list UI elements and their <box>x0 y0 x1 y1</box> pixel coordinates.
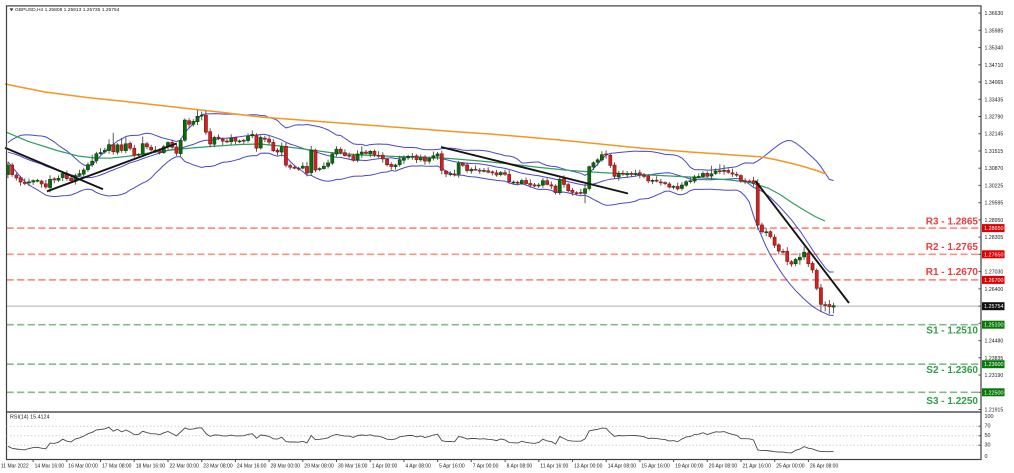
svg-text:30: 30 <box>985 443 991 449</box>
svg-text:25 Apr 00:00: 25 Apr 00:00 <box>776 464 805 470</box>
svg-text:1.25100: 1.25100 <box>984 323 1004 329</box>
svg-text:1.24480: 1.24480 <box>985 339 1004 345</box>
svg-text:1.35985: 1.35985 <box>985 28 1004 34</box>
svg-text:70: 70 <box>985 424 991 430</box>
svg-text:RSI(14) 15.4124: RSI(14) 15.4124 <box>10 415 50 421</box>
svg-text:30 Mar 16:00: 30 Mar 16:00 <box>338 464 368 470</box>
svg-text:R1 - 1.2670: R1 - 1.2670 <box>926 267 979 278</box>
svg-text:1.23835: 1.23835 <box>985 356 1004 362</box>
svg-text:26 Apr 08:00: 26 Apr 08:00 <box>810 464 839 470</box>
svg-text:1.25754: 1.25754 <box>984 304 1004 310</box>
svg-text:S1 - 1.2510: S1 - 1.2510 <box>926 326 978 337</box>
svg-text:S2 - 1.2360: S2 - 1.2360 <box>926 365 978 376</box>
svg-text:GBPUSD,H4 1.25808 1.25913 1.2: GBPUSD,H4 1.25808 1.25913 1.25735 1.2575… <box>15 7 120 13</box>
svg-text:S3 - 1.2250: S3 - 1.2250 <box>926 396 978 407</box>
svg-text:29 Mar 08:00: 29 Mar 08:00 <box>304 464 334 470</box>
svg-text:11 Apr 16:00: 11 Apr 16:00 <box>540 464 568 470</box>
svg-text:14 Mar 16:00: 14 Mar 16:00 <box>35 464 65 470</box>
svg-text:1.26700: 1.26700 <box>984 278 1004 284</box>
svg-text:1.34710: 1.34710 <box>985 63 1004 69</box>
svg-text:23 Mar 08:00: 23 Mar 08:00 <box>203 464 233 470</box>
svg-text:R3 - 1.2865: R3 - 1.2865 <box>926 216 979 227</box>
svg-text:1.33435: 1.33435 <box>985 97 1004 103</box>
svg-text:13 Apr 00:00: 13 Apr 00:00 <box>574 464 603 470</box>
svg-text:1.22500: 1.22500 <box>984 390 1004 396</box>
svg-text:1.30870: 1.30870 <box>985 166 1004 172</box>
svg-text:1.32145: 1.32145 <box>985 132 1004 138</box>
svg-text:20 Apr 08:00: 20 Apr 08:00 <box>709 464 738 470</box>
svg-text:8 Apr 08:00: 8 Apr 08:00 <box>507 464 533 470</box>
svg-text:18 Mar 16:00: 18 Mar 16:00 <box>136 464 166 470</box>
svg-text:1.21915: 1.21915 <box>985 408 1004 414</box>
svg-text:100: 100 <box>985 414 994 420</box>
svg-text:1.27650: 1.27650 <box>984 252 1004 258</box>
svg-text:11 Mar 2022: 11 Mar 2022 <box>1 464 29 470</box>
svg-text:17 Mar 08:00: 17 Mar 08:00 <box>102 464 132 470</box>
svg-text:1.28950: 1.28950 <box>985 218 1004 224</box>
svg-text:1.28305: 1.28305 <box>985 235 1004 241</box>
svg-text:50: 50 <box>985 433 991 439</box>
svg-text:7 Apr 00:00: 7 Apr 00:00 <box>473 464 499 470</box>
svg-text:0: 0 <box>985 454 988 460</box>
svg-text:15 Apr 16:00: 15 Apr 16:00 <box>641 464 670 470</box>
svg-text:1.23600: 1.23600 <box>984 362 1004 368</box>
svg-text:1.30225: 1.30225 <box>985 183 1004 189</box>
svg-text:1 Apr 00:00: 1 Apr 00:00 <box>372 464 398 470</box>
svg-text:1.32790: 1.32790 <box>985 115 1004 121</box>
svg-text:1.29595: 1.29595 <box>985 201 1004 207</box>
svg-text:4 Apr 08:00: 4 Apr 08:00 <box>405 464 431 470</box>
svg-text:21 Apr 16:00: 21 Apr 16:00 <box>743 464 772 470</box>
svg-text:22 Mar 00:00: 22 Mar 00:00 <box>170 464 200 470</box>
svg-text:19 Apr 00:00: 19 Apr 00:00 <box>675 464 704 470</box>
svg-text:1.27030: 1.27030 <box>985 270 1004 276</box>
svg-text:14 Apr 08:00: 14 Apr 08:00 <box>608 464 637 470</box>
svg-text:1.31515: 1.31515 <box>985 149 1004 155</box>
svg-text:1.35340: 1.35340 <box>985 46 1004 52</box>
svg-text:28 Mar 00:00: 28 Mar 00:00 <box>271 464 301 470</box>
svg-text:R2 - 1.2765: R2 - 1.2765 <box>926 242 979 253</box>
svg-text:24 Mar 16:00: 24 Mar 16:00 <box>237 464 267 470</box>
svg-text:1.28650: 1.28650 <box>984 226 1004 232</box>
svg-text:1.36630: 1.36630 <box>985 11 1004 17</box>
svg-text:1.23190: 1.23190 <box>985 373 1004 379</box>
svg-text:1.26400: 1.26400 <box>985 287 1004 293</box>
svg-text:5 Apr 16:00: 5 Apr 16:00 <box>439 464 465 470</box>
svg-text:1.34065: 1.34065 <box>985 80 1004 86</box>
svg-text:16 Mar 00:00: 16 Mar 00:00 <box>68 464 98 470</box>
